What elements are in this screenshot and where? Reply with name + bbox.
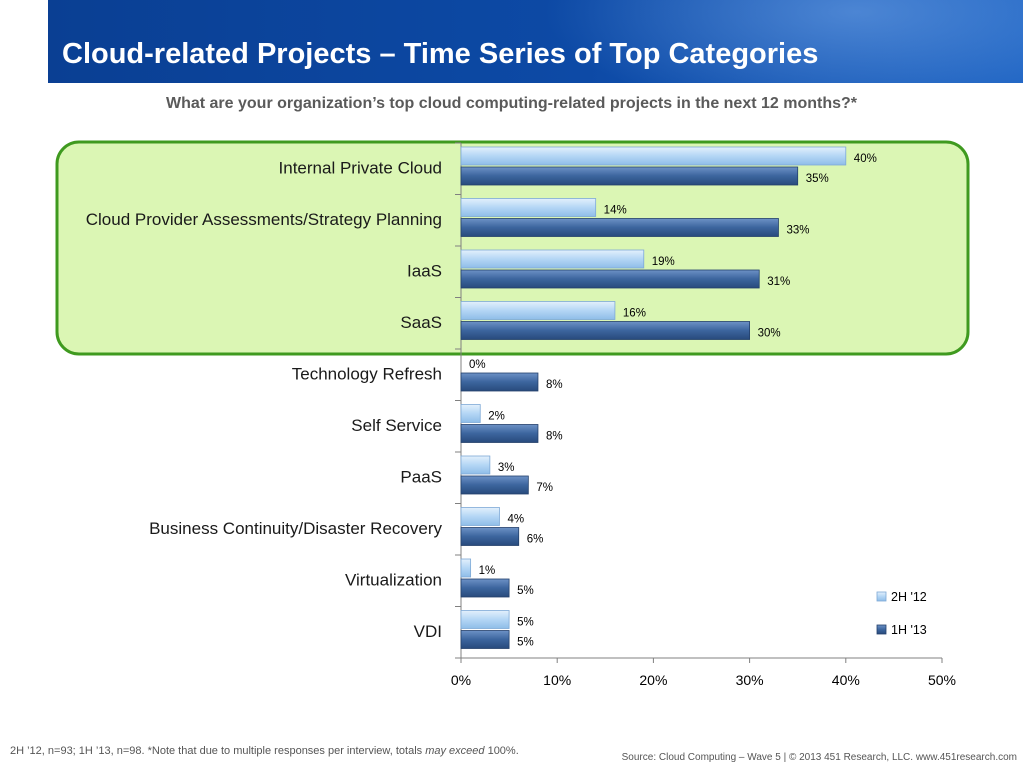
- bar-1h13: [460, 218, 779, 237]
- bar-1h13: [460, 372, 539, 392]
- bar-1h13: [460, 269, 760, 289]
- legend-label: 2H '12: [891, 590, 927, 604]
- data-label: 2%: [488, 411, 505, 423]
- x-tick-label: 50%: [928, 672, 956, 688]
- category-label: Virtualization: [345, 570, 442, 589]
- page-title: Cloud-related Projects – Time Series of …: [62, 38, 819, 70]
- category-label: IaaS: [407, 261, 442, 280]
- data-label: 40%: [854, 153, 877, 165]
- bar-1h13: [460, 630, 510, 649]
- x-tick-label: 30%: [736, 672, 764, 688]
- data-label: 14%: [604, 205, 627, 217]
- category-label: Cloud Provider Assessments/Strategy Plan…: [86, 210, 442, 229]
- data-label: 16%: [623, 308, 646, 320]
- data-label: 8%: [546, 431, 563, 443]
- chart-subtitle: What are your organization’s top cloud c…: [165, 95, 858, 112]
- bar-1h13: [460, 578, 510, 598]
- data-label: 5%: [517, 617, 534, 629]
- x-tick-label: 20%: [639, 672, 667, 688]
- source-credit: Source: Cloud Computing – Wave 5 | © 201…: [621, 752, 1017, 763]
- bar-2h12: [460, 610, 510, 629]
- bar-1h13: [460, 166, 799, 186]
- data-label: 8%: [546, 379, 563, 391]
- highlight-box: [55, 140, 970, 356]
- data-label: 31%: [767, 276, 790, 288]
- bar-1h13: [460, 527, 520, 546]
- bar-2h12: [460, 404, 481, 423]
- data-label: 6%: [527, 534, 544, 546]
- category-label: Business Continuity/Disaster Recovery: [149, 519, 442, 538]
- category-label: PaaS: [400, 467, 442, 486]
- bar-2h12: [460, 146, 847, 166]
- bar-1h13: [460, 475, 529, 495]
- category-label: VDI: [414, 622, 442, 641]
- data-label: 1%: [479, 565, 496, 577]
- data-label: 5%: [517, 585, 534, 597]
- bar-2h12: [460, 198, 597, 217]
- bar-2h12: [460, 558, 472, 578]
- category-label: SaaS: [400, 313, 442, 332]
- x-tick-label: 10%: [543, 672, 571, 688]
- footnote: 2H ’12, n=93; 1H ’13, n=98. *Note that d…: [10, 745, 519, 757]
- data-label: 3%: [498, 462, 515, 474]
- data-label: 5%: [517, 637, 534, 649]
- data-label: 30%: [758, 328, 781, 340]
- category-label: Self Service: [351, 416, 442, 435]
- title-bar: Cloud-related Projects – Time Series of …: [48, 0, 1023, 83]
- data-label: 19%: [652, 256, 675, 268]
- x-tick-label: 0%: [451, 672, 471, 688]
- bar-2h12: [460, 301, 616, 320]
- data-label: 0%: [469, 359, 486, 371]
- bar-2h12: [460, 455, 491, 475]
- category-label: Internal Private Cloud: [279, 158, 442, 177]
- bar-1h13: [460, 424, 539, 443]
- bar-2h12: [460, 249, 645, 269]
- data-label: 7%: [536, 482, 553, 494]
- legend-swatch-2h12: [876, 591, 887, 602]
- data-label: 35%: [806, 173, 829, 185]
- category-label: Technology Refresh: [292, 364, 442, 383]
- data-label: 4%: [507, 514, 524, 526]
- x-tick-label: 40%: [832, 672, 860, 688]
- legend-swatch-1h13: [876, 624, 887, 635]
- bar-2h12: [460, 507, 500, 526]
- legend-label: 1H '13: [891, 623, 927, 637]
- data-label: 33%: [786, 225, 809, 237]
- bar-1h13: [460, 321, 751, 340]
